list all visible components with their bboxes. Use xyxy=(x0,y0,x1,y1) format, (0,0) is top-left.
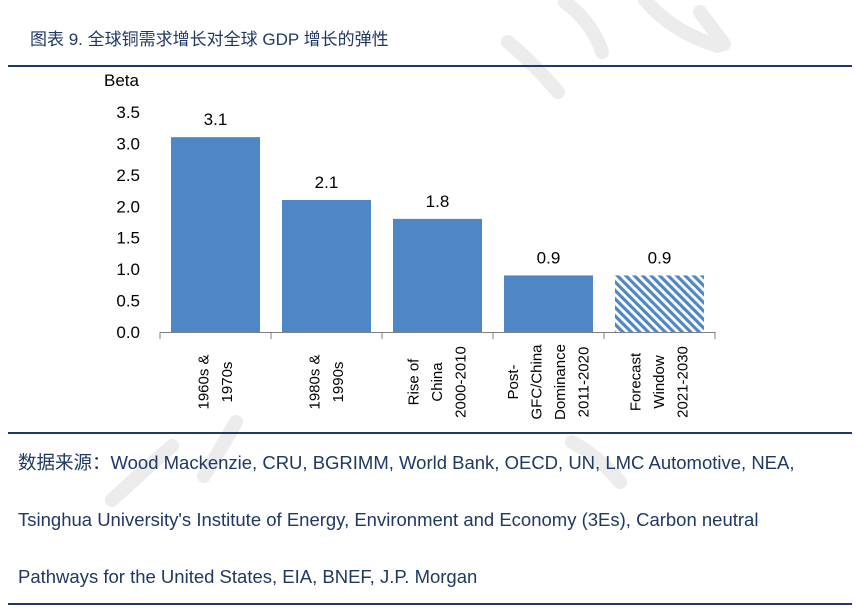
source-line-3: Pathways for the United States, EIA, BNE… xyxy=(18,566,478,587)
y-tick-label: 1.5 xyxy=(116,229,140,248)
x-category-label: 2011-2020 xyxy=(575,347,592,418)
x-category-label: Dominance xyxy=(552,344,569,420)
bar-4 xyxy=(504,275,593,332)
x-axis-categories: 1960s & 1970s 1980s & 1990s Rise of China 2000… xyxy=(195,344,691,420)
watermark-stroke xyxy=(565,435,627,489)
y-tick-label: 2.5 xyxy=(116,166,140,185)
x-category-label: 1990s xyxy=(330,362,347,403)
x-category-label: 1980s & xyxy=(306,354,323,409)
source-line-2: Tsinghua University's Institute of Energ… xyxy=(18,509,759,530)
bar-5 xyxy=(615,275,704,332)
x-category-label: 1970s xyxy=(219,362,236,403)
data-label-4: 0.9 xyxy=(537,248,561,267)
watermark-stroke xyxy=(558,0,609,59)
y-tick-label: 2.0 xyxy=(116,197,140,216)
bar-3 xyxy=(393,218,482,332)
y-tick-label: 3.0 xyxy=(116,134,140,153)
x-category-label: GFC/China xyxy=(528,344,545,420)
data-labels: 3.1 2.1 1.8 0.9 0.9 xyxy=(204,110,672,267)
y-axis: 0.0 0.5 1.0 1.5 2.0 2.5 3.0 3.5 xyxy=(116,103,140,342)
data-label-2: 2.1 xyxy=(315,173,339,192)
bar-chart: Beta 0.0 0.5 1.0 1.5 2.0 2.5 3.0 3.5 3.1 2.1 1.8 0… xyxy=(104,71,716,420)
chart-bottom-rule xyxy=(8,432,852,434)
page-bottom-rule xyxy=(8,603,852,605)
x-category-label: China xyxy=(429,362,446,402)
bars xyxy=(171,137,704,332)
bar-2 xyxy=(282,200,371,332)
watermark-stroke xyxy=(501,35,565,99)
data-label-1: 3.1 xyxy=(204,110,228,129)
y-tick-label: 3.5 xyxy=(116,103,140,122)
x-category-label: Window xyxy=(651,355,668,409)
x-category-label: 1960s & xyxy=(195,354,212,409)
x-category-label: Rise of xyxy=(406,358,423,406)
bar-1 xyxy=(171,137,260,332)
x-category-label: Forecast xyxy=(628,352,645,411)
watermark-stroke xyxy=(197,415,243,483)
y-tick-label: 0.0 xyxy=(116,323,140,342)
x-category-label: 2021-2030 xyxy=(675,346,692,418)
y-tick-label: 1.0 xyxy=(116,260,140,279)
watermark-stroke xyxy=(693,5,731,51)
x-category-label: 2000-2010 xyxy=(453,346,470,418)
x-axis-ticks xyxy=(159,332,716,339)
y-axis-label: Beta xyxy=(104,71,140,90)
data-label-5: 0.9 xyxy=(648,248,672,267)
y-tick-label: 0.5 xyxy=(116,292,140,311)
watermark-stroke xyxy=(638,0,725,53)
x-category-label: Post- xyxy=(505,364,522,399)
data-label-3: 1.8 xyxy=(426,192,450,211)
title-rule xyxy=(8,65,852,67)
watermark-stroke xyxy=(105,439,179,507)
figure-title: 图表 9. 全球铜需求增长对全球 GDP 增长的弹性 xyxy=(30,30,389,49)
source-line-1: 数据来源：Wood Mackenzie, CRU, BGRIMM, World … xyxy=(18,452,795,473)
